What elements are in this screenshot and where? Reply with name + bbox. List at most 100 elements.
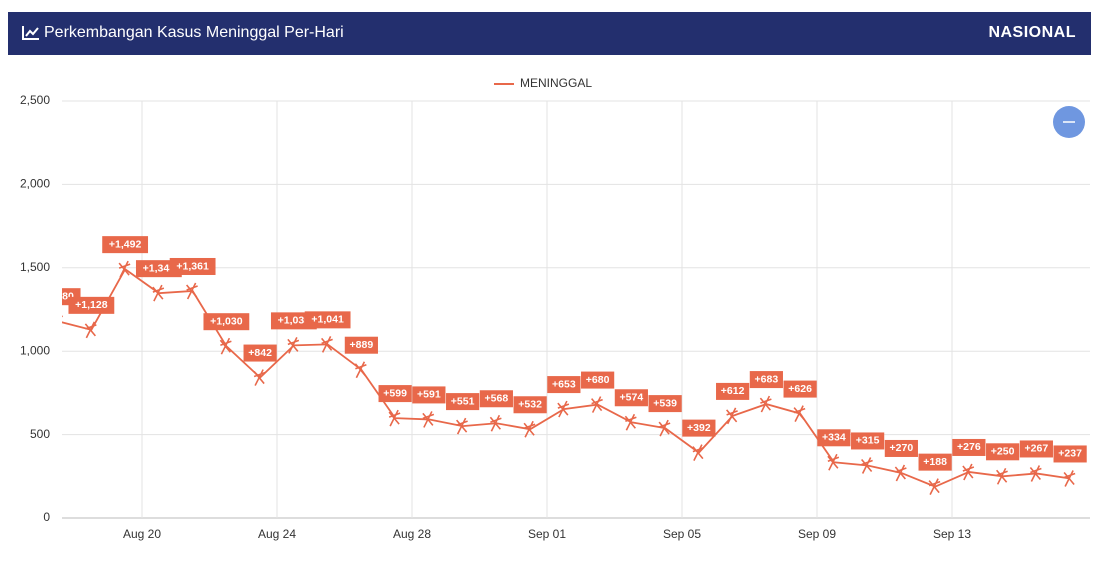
x-tick-label: Aug 28 — [393, 527, 431, 541]
marker — [928, 478, 941, 495]
data-label: +1,030 — [210, 315, 243, 327]
label-box — [749, 371, 783, 389]
label-box — [243, 344, 277, 362]
marker — [152, 284, 165, 302]
data-label: +1,041 — [311, 314, 344, 326]
label-box — [446, 393, 480, 411]
marker — [658, 419, 671, 437]
marker — [388, 409, 401, 427]
marker — [62, 315, 63, 327]
marker — [827, 453, 840, 471]
marker — [354, 361, 367, 379]
label-box — [884, 439, 918, 457]
data-label: +237 — [1058, 448, 1082, 460]
header-scope: NASIONAL — [988, 24, 1076, 41]
marker — [793, 405, 806, 422]
data-label: +599 — [383, 387, 407, 399]
marker — [118, 260, 131, 278]
y-tick-label: 500 — [30, 427, 50, 441]
marker — [692, 444, 705, 461]
label-box — [479, 390, 513, 408]
data-label: +1,180 — [41, 290, 74, 302]
data-label: +270 — [890, 442, 914, 454]
marker — [523, 420, 536, 438]
data-label: +392 — [687, 422, 711, 434]
marker — [1063, 470, 1076, 487]
label-box — [952, 438, 986, 456]
marker — [759, 395, 772, 413]
label-box — [169, 257, 216, 275]
label-box — [716, 382, 750, 400]
label-box — [378, 385, 412, 403]
data-label: +188 — [923, 456, 947, 468]
x-tick-label: Sep 01 — [528, 527, 566, 541]
legend-label: MENINGGAL — [520, 76, 592, 90]
header-title: Perkembangan Kasus Meninggal Per-Hari — [44, 24, 344, 41]
label-box — [304, 311, 351, 329]
chart-icon — [22, 26, 39, 40]
x-tick-label: Aug 20 — [123, 527, 161, 541]
marker — [186, 282, 198, 300]
marker — [557, 400, 570, 418]
marker — [287, 337, 300, 354]
marker — [219, 337, 232, 355]
label-box — [648, 395, 682, 413]
data-label: +889 — [350, 339, 374, 351]
header: Perkembangan Kasus Meninggal Per-Hari NA… — [8, 12, 1091, 55]
y-tick-label: 2,500 — [20, 93, 50, 107]
data-label: +539 — [653, 397, 677, 409]
x-tick-label: Aug 24 — [258, 527, 296, 541]
marker — [894, 464, 907, 482]
label-box — [682, 419, 716, 437]
data-label: +1,492 — [109, 238, 142, 250]
marker — [996, 467, 1008, 485]
label-box — [581, 371, 615, 389]
marker — [489, 414, 502, 432]
label-box — [412, 386, 446, 404]
label-box — [851, 432, 885, 450]
y-tick-label: 1,500 — [20, 260, 50, 274]
y-tick-label: 0 — [43, 510, 50, 524]
marker — [1029, 465, 1042, 482]
label-box — [513, 396, 547, 414]
marker — [321, 336, 333, 353]
marker — [591, 396, 603, 413]
marker — [253, 369, 266, 386]
marker — [84, 321, 97, 339]
data-label: +612 — [721, 385, 745, 397]
label-box — [783, 380, 817, 398]
label-box — [817, 429, 851, 447]
label-box — [614, 389, 648, 407]
label-box — [203, 313, 250, 331]
data-label: +568 — [485, 393, 509, 405]
label-box — [918, 453, 952, 471]
data-label: +591 — [417, 389, 441, 401]
label-box — [68, 296, 115, 314]
marker — [624, 413, 637, 431]
marker — [962, 463, 975, 481]
data-label: +1,035 — [278, 315, 311, 327]
label-box — [344, 336, 378, 354]
data-label: +276 — [957, 441, 981, 453]
marker — [422, 411, 435, 428]
x-tick-label: Sep 13 — [933, 527, 971, 541]
data-label: +267 — [1025, 443, 1049, 455]
marker — [456, 417, 468, 435]
data-label: +626 — [788, 383, 812, 395]
data-label: +653 — [552, 378, 576, 390]
data-label: +250 — [991, 446, 1015, 458]
y-tick-label: 2,000 — [20, 177, 50, 191]
label-box — [547, 376, 581, 394]
data-label: +334 — [822, 432, 846, 444]
x-tick-label: Sep 05 — [663, 527, 701, 541]
marker — [861, 457, 873, 474]
label-box — [1019, 440, 1053, 458]
data-label: +1,128 — [75, 299, 108, 311]
data-label: +551 — [451, 395, 475, 407]
data-label: +532 — [518, 399, 542, 411]
label-box — [102, 236, 149, 254]
data-label: +1,348 — [143, 262, 176, 274]
data-label: +574 — [620, 392, 644, 404]
